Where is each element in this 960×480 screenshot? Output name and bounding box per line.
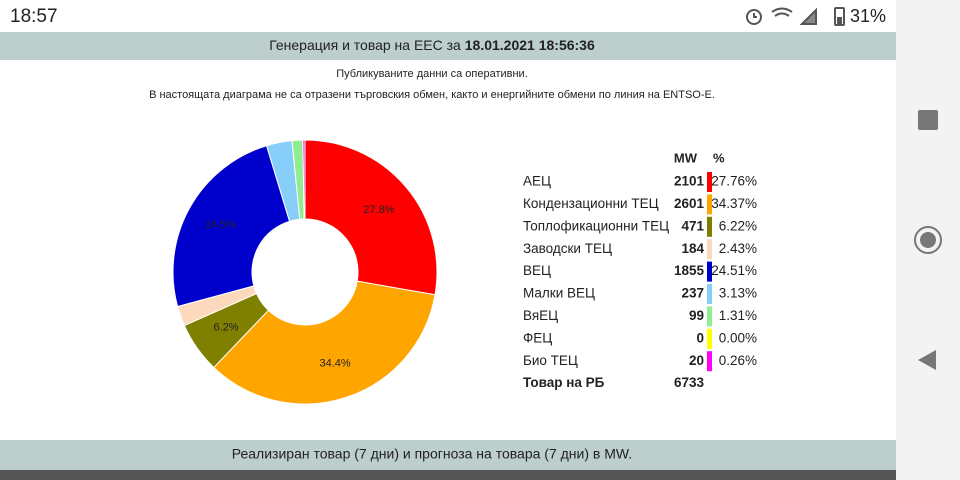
status-icons (746, 7, 845, 26)
header-bar (0, 32, 896, 60)
row-name: ВЕЦ (523, 263, 551, 278)
nav-recent[interactable] (918, 110, 938, 130)
row-mw: 2101 (674, 174, 705, 189)
nav-home-dot (920, 232, 936, 248)
header-date: 18.01.2021 18:56:36 (465, 37, 595, 53)
row-swatch (707, 216, 712, 237)
row-name: Заводски ТЕЦ (523, 241, 612, 256)
footer-title: Реализиран товар (7 дни) и прогноза на т… (232, 446, 632, 462)
total-name: Товар на РБ (523, 375, 605, 390)
row-mw: 471 (681, 218, 704, 233)
row-swatch (707, 172, 712, 192)
row-mw: 0 (696, 330, 704, 345)
row-mw: 20 (689, 353, 704, 368)
slice (213, 280, 436, 405)
row-pct: 3.13% (719, 286, 757, 301)
note: В настоящата диаграма не са отразени тър… (149, 89, 715, 101)
row-name: Био ТЕЦ (523, 353, 578, 368)
row-pct: 2.43% (719, 241, 757, 256)
table-header: % (713, 150, 725, 165)
status-time: 18:57 (10, 6, 58, 27)
row-pct: 6.22% (719, 218, 757, 233)
slice-label: 27.8% (363, 204, 394, 216)
nav-back[interactable] (918, 350, 936, 370)
slice-label: 6.2% (214, 321, 239, 333)
row-swatch (707, 284, 712, 304)
note: Публикуваните данни са оперативни. (336, 68, 528, 80)
row-swatch (707, 261, 712, 282)
nav-home[interactable] (914, 226, 942, 254)
row-pct: 24.51% (711, 263, 757, 278)
row-swatch (707, 328, 712, 349)
row-mw: 1855 (674, 263, 705, 278)
row-mw: 99 (689, 308, 704, 323)
footer-bar (0, 440, 896, 470)
row-mw: 237 (681, 286, 704, 301)
header-text: Генерация и товар на ЕЕС за (269, 37, 461, 53)
row-name: ФЕЦ (523, 330, 552, 345)
row-swatch (707, 194, 712, 215)
row-swatch (707, 306, 712, 327)
slice (302, 139, 306, 220)
slice (304, 139, 438, 296)
row-swatch (707, 239, 712, 260)
row-pct: 1.31% (719, 308, 757, 323)
row-swatch (707, 351, 712, 372)
row-mw: 184 (681, 241, 704, 256)
slice-label: 34.4% (320, 358, 351, 370)
row-pct: 27.76% (711, 174, 757, 189)
slice-label: 24.5% (205, 219, 236, 231)
row-name: Кондензационни ТЕЦ (523, 196, 659, 211)
row-mw: 2601 (674, 196, 705, 211)
row-name: Топлофикационни ТЕЦ (523, 218, 669, 233)
row-pct: 0.26% (719, 353, 757, 368)
row-name: АЕЦ (523, 174, 551, 189)
row-name: ВяЕЦ (523, 308, 558, 323)
bottom-strip (0, 470, 896, 480)
row-name: Малки ВЕЦ (523, 286, 595, 301)
row-pct: 0.00% (719, 330, 757, 345)
header-title: Генерация и товар на ЕЕС за 18.01.2021 1… (269, 37, 595, 53)
status-battery: 31% (850, 6, 886, 26)
slice (172, 145, 291, 308)
row-pct: 34.37% (711, 196, 757, 211)
table-header: MW (674, 150, 698, 165)
total-mw: 6733 (674, 375, 705, 390)
